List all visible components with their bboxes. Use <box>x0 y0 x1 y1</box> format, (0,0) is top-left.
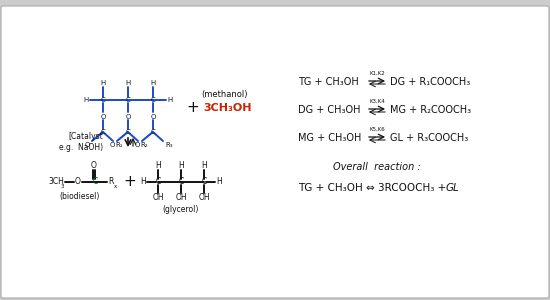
Text: +: + <box>124 175 136 190</box>
Text: H: H <box>167 97 173 103</box>
Text: R: R <box>108 178 114 187</box>
Text: OH: OH <box>198 194 210 202</box>
Text: O: O <box>150 114 156 120</box>
Text: C: C <box>178 178 184 187</box>
Text: H: H <box>100 80 106 86</box>
Text: C: C <box>151 129 155 135</box>
Text: R₂: R₂ <box>140 142 148 148</box>
Text: H: H <box>84 97 89 103</box>
Text: DG + CH₃OH: DG + CH₃OH <box>298 105 360 115</box>
Text: GL: GL <box>446 183 460 193</box>
Text: Overall  reaction :: Overall reaction : <box>333 162 421 172</box>
Text: H: H <box>216 178 222 187</box>
Text: C: C <box>101 129 106 135</box>
Text: 3CH: 3CH <box>48 178 64 187</box>
Text: TG + CH₃OH ⇔ 3RCOOCH₃ +: TG + CH₃OH ⇔ 3RCOOCH₃ + <box>298 183 449 193</box>
Text: GL + R₃COOCH₃: GL + R₃COOCH₃ <box>390 133 468 143</box>
Text: C: C <box>151 97 155 103</box>
Text: O: O <box>125 114 131 120</box>
Text: O: O <box>109 142 115 148</box>
FancyBboxPatch shape <box>1 6 549 298</box>
Text: H: H <box>201 161 207 170</box>
Text: x: x <box>113 184 117 188</box>
Text: +: + <box>186 100 199 115</box>
Text: K5,K6: K5,K6 <box>369 127 385 132</box>
Text: DG + R₁COOCH₃: DG + R₁COOCH₃ <box>390 77 470 87</box>
Text: H: H <box>178 161 184 170</box>
Text: O: O <box>91 161 97 170</box>
Text: MG + R₂COOCH₃: MG + R₂COOCH₃ <box>390 105 471 115</box>
Text: O: O <box>134 142 140 148</box>
Text: [Catalyst
e.g.  NaOH): [Catalyst e.g. NaOH) <box>59 132 103 152</box>
Text: O: O <box>100 114 106 120</box>
Text: 3CH₃OH: 3CH₃OH <box>204 103 252 113</box>
Text: TG + CH₃OH: TG + CH₃OH <box>298 77 359 87</box>
Text: K1,K2: K1,K2 <box>369 71 385 76</box>
Text: OH: OH <box>152 194 164 202</box>
Text: C: C <box>125 97 130 103</box>
Text: (glycerol): (glycerol) <box>163 206 199 214</box>
Text: (methanol): (methanol) <box>202 91 248 100</box>
Text: O: O <box>75 178 81 187</box>
Text: C: C <box>92 178 98 187</box>
Text: C: C <box>101 97 106 103</box>
Text: OH: OH <box>175 194 187 202</box>
Text: C: C <box>201 178 207 187</box>
Text: H: H <box>125 80 131 86</box>
Text: 3: 3 <box>60 184 64 188</box>
Text: R₁: R₁ <box>116 142 123 148</box>
Text: H: H <box>150 80 156 86</box>
Text: R₃: R₃ <box>165 142 173 148</box>
Text: K3,K4: K3,K4 <box>369 99 385 104</box>
Text: H: H <box>140 178 146 187</box>
Text: O: O <box>84 142 90 148</box>
Text: C: C <box>155 178 161 187</box>
Text: MG + CH₃OH: MG + CH₃OH <box>298 133 361 143</box>
Text: C: C <box>125 129 130 135</box>
Text: (biodiesel): (biodiesel) <box>60 191 100 200</box>
Text: H: H <box>155 161 161 170</box>
